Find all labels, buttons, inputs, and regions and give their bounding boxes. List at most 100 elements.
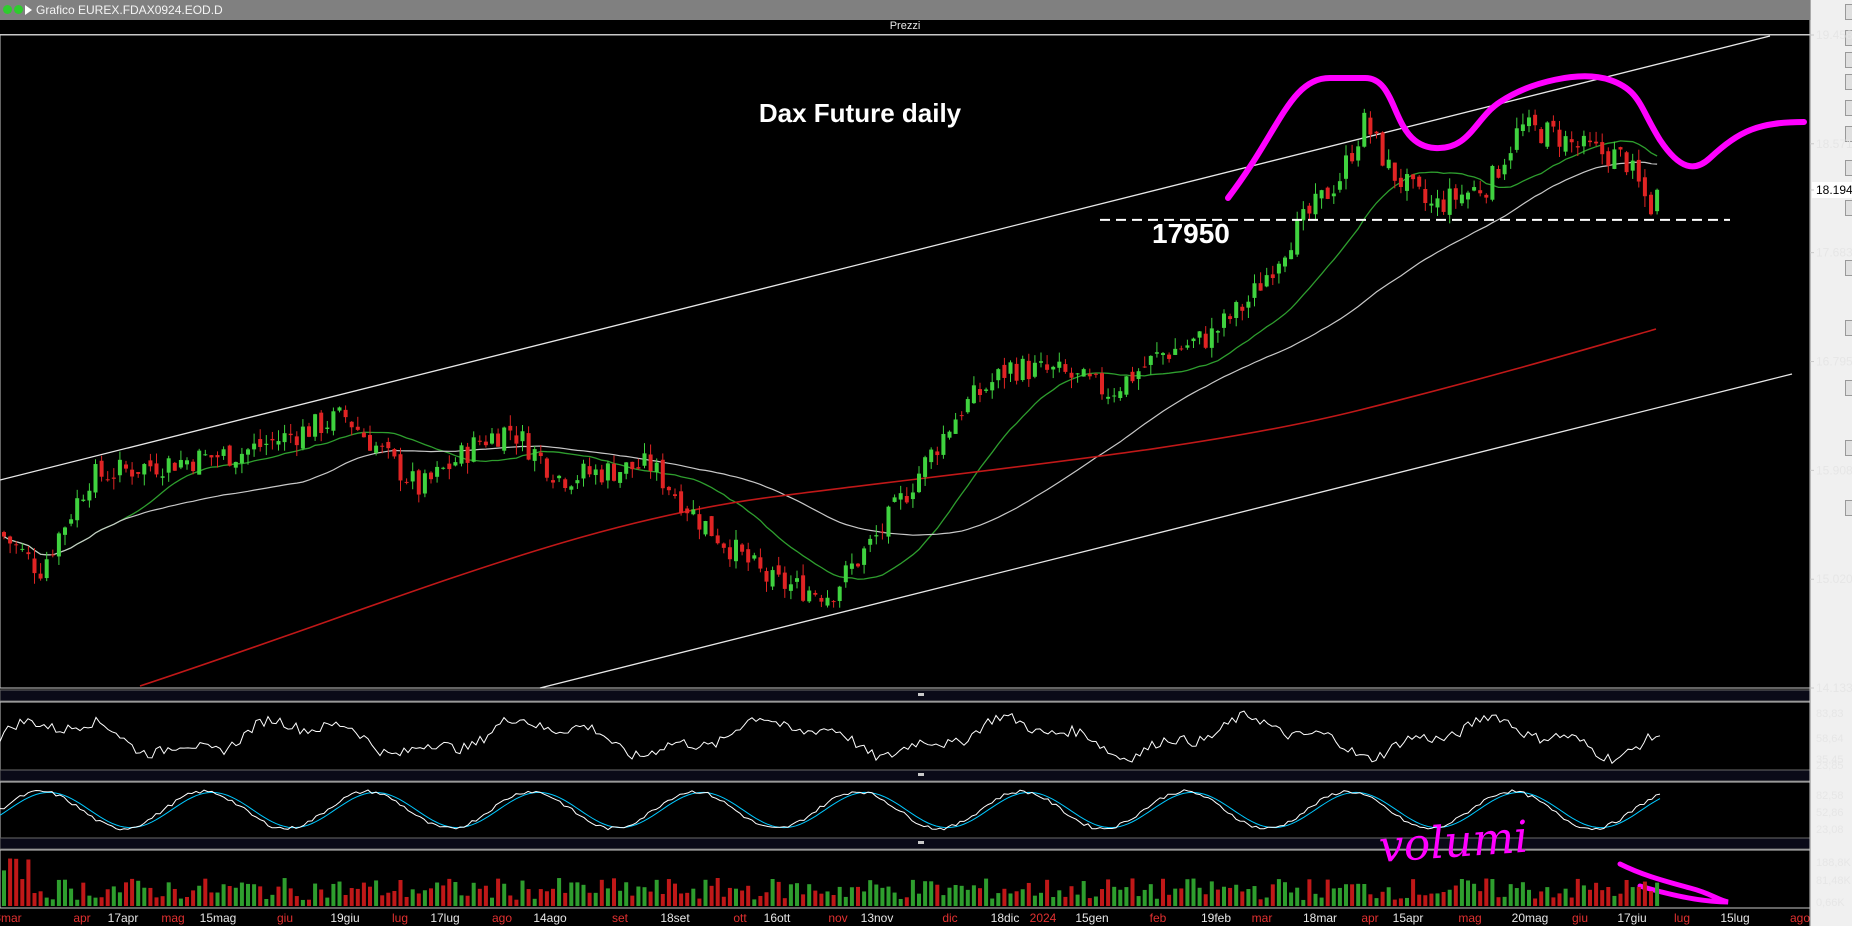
volume-bar xyxy=(648,891,653,906)
volume-bar xyxy=(776,881,781,906)
toolbar-button[interactable] xyxy=(1845,260,1852,276)
candle-body xyxy=(496,433,501,447)
candle-body xyxy=(1441,199,1446,212)
volume-bar xyxy=(1636,886,1641,906)
toolbar-button[interactable] xyxy=(1845,74,1852,90)
candle-body xyxy=(587,466,592,475)
volume-bar xyxy=(1319,897,1324,906)
candle-body xyxy=(14,544,19,546)
candle-body xyxy=(148,460,153,467)
toolbar-button[interactable] xyxy=(1845,440,1852,456)
candle-body xyxy=(971,385,976,404)
candle-body xyxy=(1234,302,1239,318)
moving-averages xyxy=(3,140,1658,687)
volume-bar xyxy=(654,879,659,906)
volume-bar xyxy=(209,892,214,906)
volume-bar xyxy=(514,899,519,906)
oscillator-1-axis-label: 35,45 xyxy=(1816,754,1844,766)
candle-body xyxy=(75,498,80,521)
volume-bar xyxy=(770,878,775,906)
volume-bar xyxy=(764,892,769,906)
volume-bar xyxy=(880,887,885,906)
toolbar-button[interactable] xyxy=(1845,4,1852,20)
volume-bar xyxy=(1307,879,1312,906)
toolbar-button[interactable] xyxy=(1845,380,1852,396)
volume-bar xyxy=(1575,878,1580,906)
candle-body xyxy=(1490,165,1495,200)
toolbar-button[interactable] xyxy=(1845,30,1852,46)
candle-body xyxy=(880,531,885,533)
candle-body xyxy=(1179,348,1184,350)
candle-body xyxy=(154,463,159,475)
candle-body xyxy=(191,461,196,472)
candle-body xyxy=(965,399,970,413)
volume-bar xyxy=(99,897,104,906)
volume-bar xyxy=(282,878,287,906)
x-axis-label: 3mar xyxy=(0,911,22,925)
candle-body xyxy=(105,479,110,481)
volume-bar xyxy=(599,879,604,906)
candle-body xyxy=(270,438,275,441)
toolbar-button[interactable] xyxy=(1845,160,1852,176)
toolbar-button[interactable] xyxy=(1845,100,1852,116)
price-axis-label: 18.194 xyxy=(1816,183,1852,197)
volume-bar xyxy=(630,895,635,906)
volume-bar xyxy=(1478,891,1483,906)
candle-body xyxy=(551,480,555,483)
candle-body xyxy=(1173,348,1178,355)
candle-body xyxy=(233,461,238,468)
x-axis-label: set xyxy=(612,911,629,925)
toolbar-button[interactable] xyxy=(1845,500,1852,516)
volume-bar xyxy=(856,886,860,906)
x-axis-label: 14ago xyxy=(533,911,567,925)
candle-body xyxy=(1447,188,1452,215)
volume-bar xyxy=(1466,880,1470,906)
candle-body xyxy=(788,584,793,591)
volume-bar xyxy=(923,881,928,906)
panel-separator xyxy=(0,769,1811,782)
volume-bar xyxy=(1649,891,1653,906)
oscillator-1-axis-label: 83,83 xyxy=(1816,708,1844,720)
volume-bar xyxy=(1124,887,1129,906)
candle-body xyxy=(727,547,732,560)
candle-body xyxy=(776,565,781,575)
volume-bar xyxy=(1209,881,1214,906)
candle-body xyxy=(331,411,336,431)
toolbar-button[interactable] xyxy=(1845,200,1852,216)
volume-bar xyxy=(1545,887,1550,906)
toolbar-button[interactable] xyxy=(1845,320,1852,336)
volume-bar xyxy=(1624,879,1629,906)
candle-body xyxy=(1423,189,1428,204)
candle-body xyxy=(368,434,372,451)
volume-bar xyxy=(508,895,513,906)
candle-body xyxy=(1478,190,1483,194)
candle-body xyxy=(124,464,128,469)
candle-body xyxy=(117,459,122,476)
oscillator-2-axis-label: 82,58 xyxy=(1816,790,1844,802)
volume-bar xyxy=(1093,896,1098,906)
candle-body xyxy=(1032,362,1037,377)
volume-bar xyxy=(1136,896,1141,906)
volume-bar xyxy=(813,890,818,906)
candle-body xyxy=(239,453,244,464)
candle-body xyxy=(1380,132,1385,166)
volume-bar xyxy=(392,890,397,906)
volume-bar xyxy=(801,894,806,906)
volume-bar xyxy=(429,888,433,906)
candle-body xyxy=(1026,360,1031,380)
volume-bar xyxy=(544,891,549,906)
candle-body xyxy=(416,470,421,495)
candle-body xyxy=(502,427,507,451)
toolbar-button[interactable] xyxy=(1845,52,1852,68)
candle-body xyxy=(490,433,494,444)
volume-bar xyxy=(1325,879,1330,906)
volume-bar xyxy=(1533,898,1538,906)
volume-bar xyxy=(2,870,6,906)
toolbar-button[interactable] xyxy=(1845,126,1852,142)
candle-body xyxy=(612,463,616,481)
candle-body xyxy=(1276,263,1281,274)
candle-body xyxy=(1337,181,1342,190)
volume-bar xyxy=(465,895,470,906)
volume-bar xyxy=(349,888,354,906)
